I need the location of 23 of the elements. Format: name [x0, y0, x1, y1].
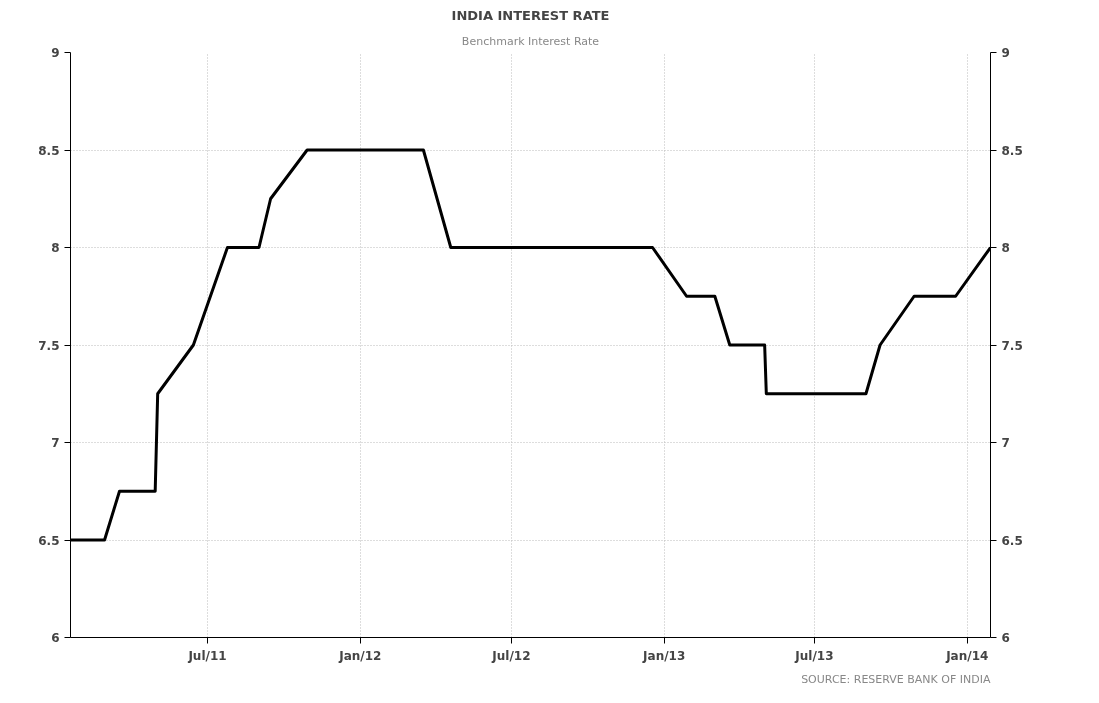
y-tick-label: 7.5	[38, 338, 60, 353]
y-tick-label: 7	[51, 436, 60, 450]
x-tick-label: Jan/14	[945, 648, 989, 663]
y-tick-label: 9	[51, 46, 60, 60]
y2-tick-label: 8.5	[1001, 143, 1023, 158]
chart-subtitle: Benchmark Interest Rate	[461, 34, 600, 48]
y-tick-label: 8	[51, 241, 60, 255]
y2-tick-label: 7	[1001, 436, 1010, 450]
y-tick-label: 8.5	[38, 143, 60, 158]
x-tick-label: Jul/11	[187, 648, 227, 663]
y-tick-label: 6.5	[38, 533, 60, 548]
y2-tick-label: 6.5	[1001, 533, 1023, 548]
x-tick-label: Jul/12	[491, 648, 531, 663]
x-tick-label: Jan/12	[338, 648, 382, 663]
y2-tick-label: 6	[1001, 631, 1010, 645]
chart-title: INDIA INTEREST RATE	[451, 7, 610, 23]
source-note: SOURCE: RESERVE BANK OF INDIA	[801, 672, 991, 686]
y2-tick-label: 8	[1001, 241, 1010, 255]
y2-tick-label: 9	[1001, 46, 1010, 60]
y-tick-label: 6	[51, 631, 60, 645]
y2-tick-label: 7.5	[1001, 338, 1023, 353]
x-tick-label: Jan/13	[642, 648, 686, 663]
x-tick-label: Jul/13	[794, 648, 834, 663]
